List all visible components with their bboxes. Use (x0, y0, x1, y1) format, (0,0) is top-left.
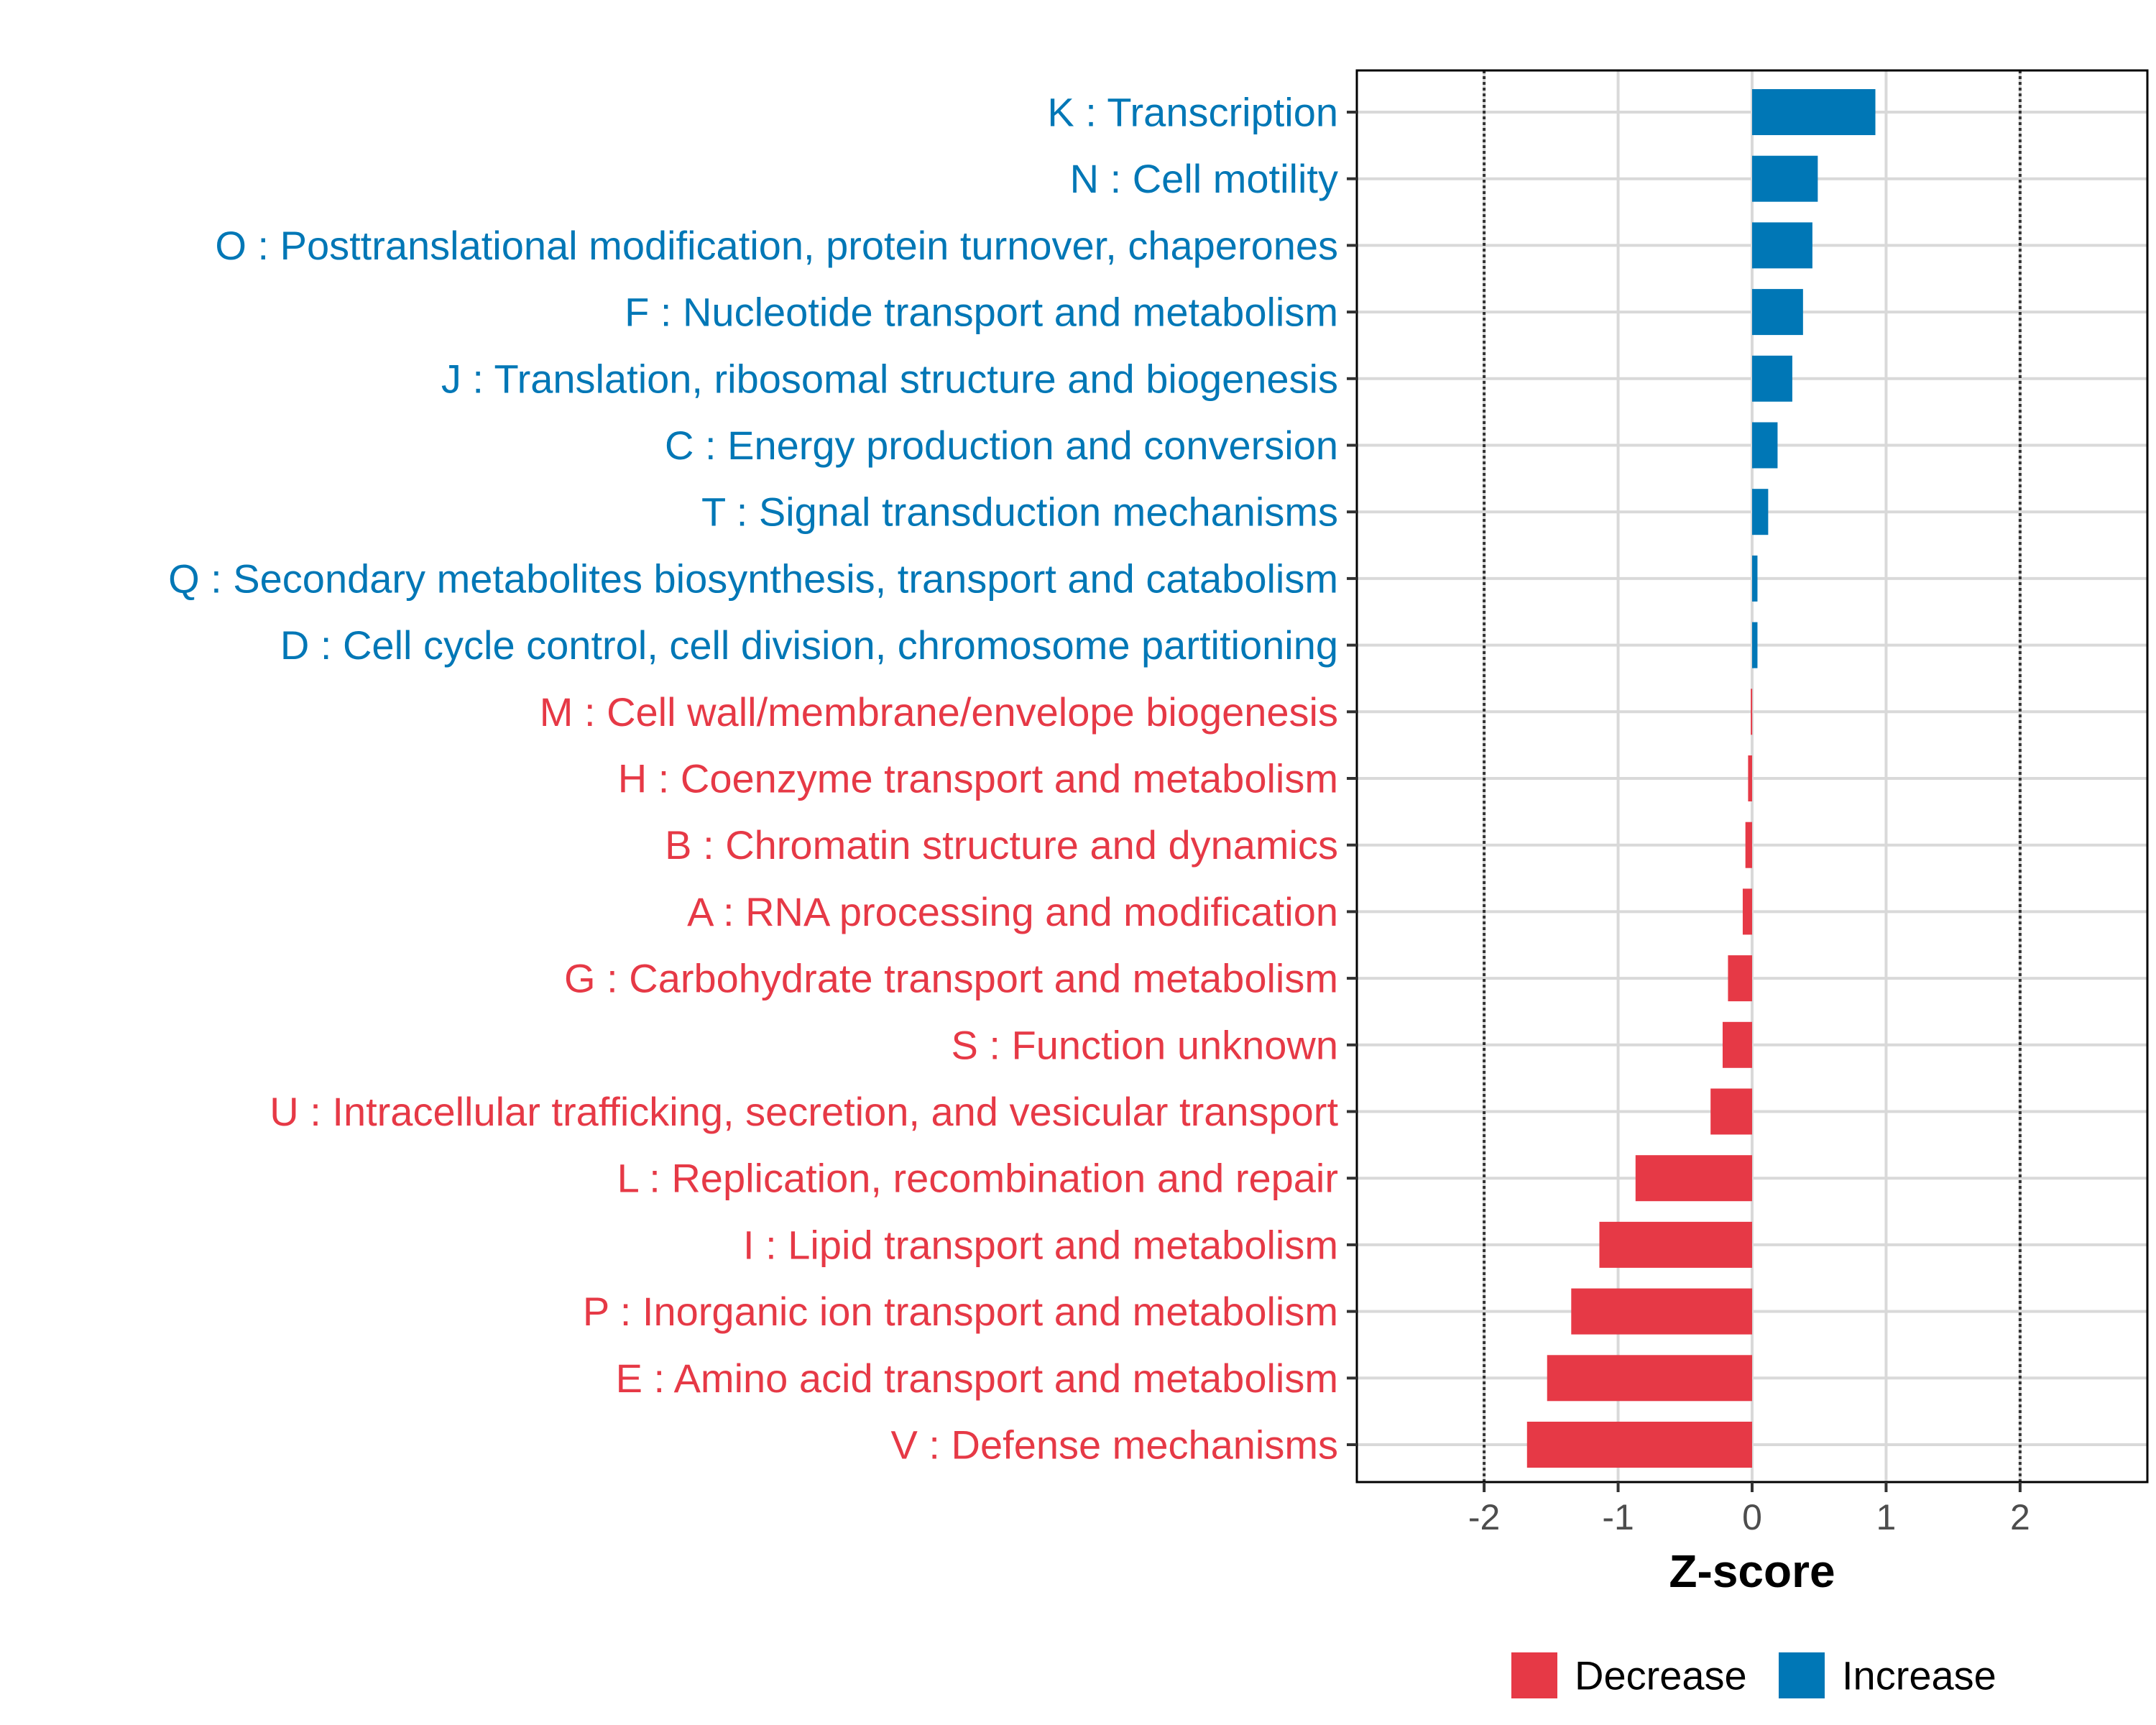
legend-label: Increase (1842, 1653, 1996, 1698)
x-tick-label: 1 (1876, 1497, 1897, 1537)
category-label: U : Intracellular trafficking, secretion… (270, 1089, 1338, 1134)
bar (1752, 222, 1812, 269)
category-label: C : Energy production and conversion (665, 423, 1338, 468)
x-tick-label: -2 (1468, 1497, 1500, 1537)
bar (1752, 555, 1758, 602)
bars (1526, 89, 1876, 1468)
bar (1752, 489, 1769, 535)
bar (1752, 422, 1778, 469)
category-label: K : Transcription (1047, 90, 1338, 135)
bar (1547, 1355, 1752, 1402)
bar (1752, 89, 1876, 135)
category-label: F : Nucleotide transport and metabolism (625, 290, 1338, 335)
category-label: B : Chromatin structure and dynamics (665, 822, 1338, 868)
bar (1599, 1221, 1752, 1268)
bar (1745, 822, 1752, 868)
bar (1752, 289, 1803, 336)
category-label: L : Replication, recombination and repai… (617, 1156, 1338, 1201)
x-axis-title: Z-score (1669, 1545, 1835, 1597)
category-label: I : Lipid transport and metabolism (743, 1222, 1338, 1267)
bar (1722, 1021, 1752, 1068)
legend-swatch (1779, 1652, 1825, 1698)
legend-swatch (1511, 1652, 1557, 1698)
x-tick-label: 2 (2010, 1497, 2030, 1537)
bar (1728, 955, 1752, 1002)
bar (1742, 888, 1752, 935)
category-label: T : Signal transduction mechanisms (701, 489, 1338, 535)
bar (1571, 1288, 1752, 1335)
category-label: H : Coenzyme transport and metabolism (618, 756, 1338, 801)
bar (1748, 755, 1752, 801)
bar (1710, 1088, 1752, 1135)
category-label: V : Defense mechanisms (891, 1422, 1338, 1468)
category-label: D : Cell cycle control, cell division, c… (280, 622, 1338, 668)
bar (1526, 1422, 1752, 1468)
category-label: M : Cell wall/membrane/envelope biogenes… (540, 689, 1338, 735)
bar (1635, 1155, 1752, 1202)
legend-label: Decrease (1575, 1653, 1747, 1698)
bar (1751, 689, 1753, 735)
category-label: A : RNA processing and modification (687, 889, 1338, 934)
legend: Decrease Increase (1511, 1652, 1996, 1698)
x-tick-label: 0 (1742, 1497, 1762, 1537)
y-axis: K : Transcription N : Cell motility O : Po… (168, 90, 1357, 1468)
category-label: O : Posttranslational modification, prot… (215, 223, 1338, 268)
category-label: E : Amino acid transport and metabolism (616, 1356, 1338, 1401)
x-tick-label: -1 (1602, 1497, 1634, 1537)
category-label: N : Cell motility (1070, 156, 1338, 201)
category-label: Q : Secondary metabolites biosynthesis, … (168, 556, 1338, 601)
category-label: P : Inorganic ion transport and metaboli… (583, 1289, 1338, 1334)
category-label: J : Translation, ribosomal structure and… (441, 356, 1338, 401)
x-axis: -2 -1 0 1 2 (1468, 1482, 2030, 1537)
bar (1752, 355, 1792, 402)
bar (1752, 622, 1758, 668)
category-label: S : Function unknown (951, 1022, 1338, 1067)
bar (1752, 155, 1818, 202)
category-label: G : Carbohydrate transport and metabolis… (564, 956, 1338, 1001)
